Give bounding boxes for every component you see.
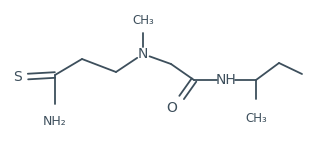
Text: CH₃: CH₃ — [245, 112, 267, 125]
Text: S: S — [13, 70, 21, 84]
Text: NH₂: NH₂ — [43, 115, 67, 128]
Text: O: O — [166, 101, 177, 115]
Text: CH₃: CH₃ — [132, 13, 154, 26]
Text: N: N — [138, 47, 148, 61]
Text: NH: NH — [216, 73, 236, 87]
